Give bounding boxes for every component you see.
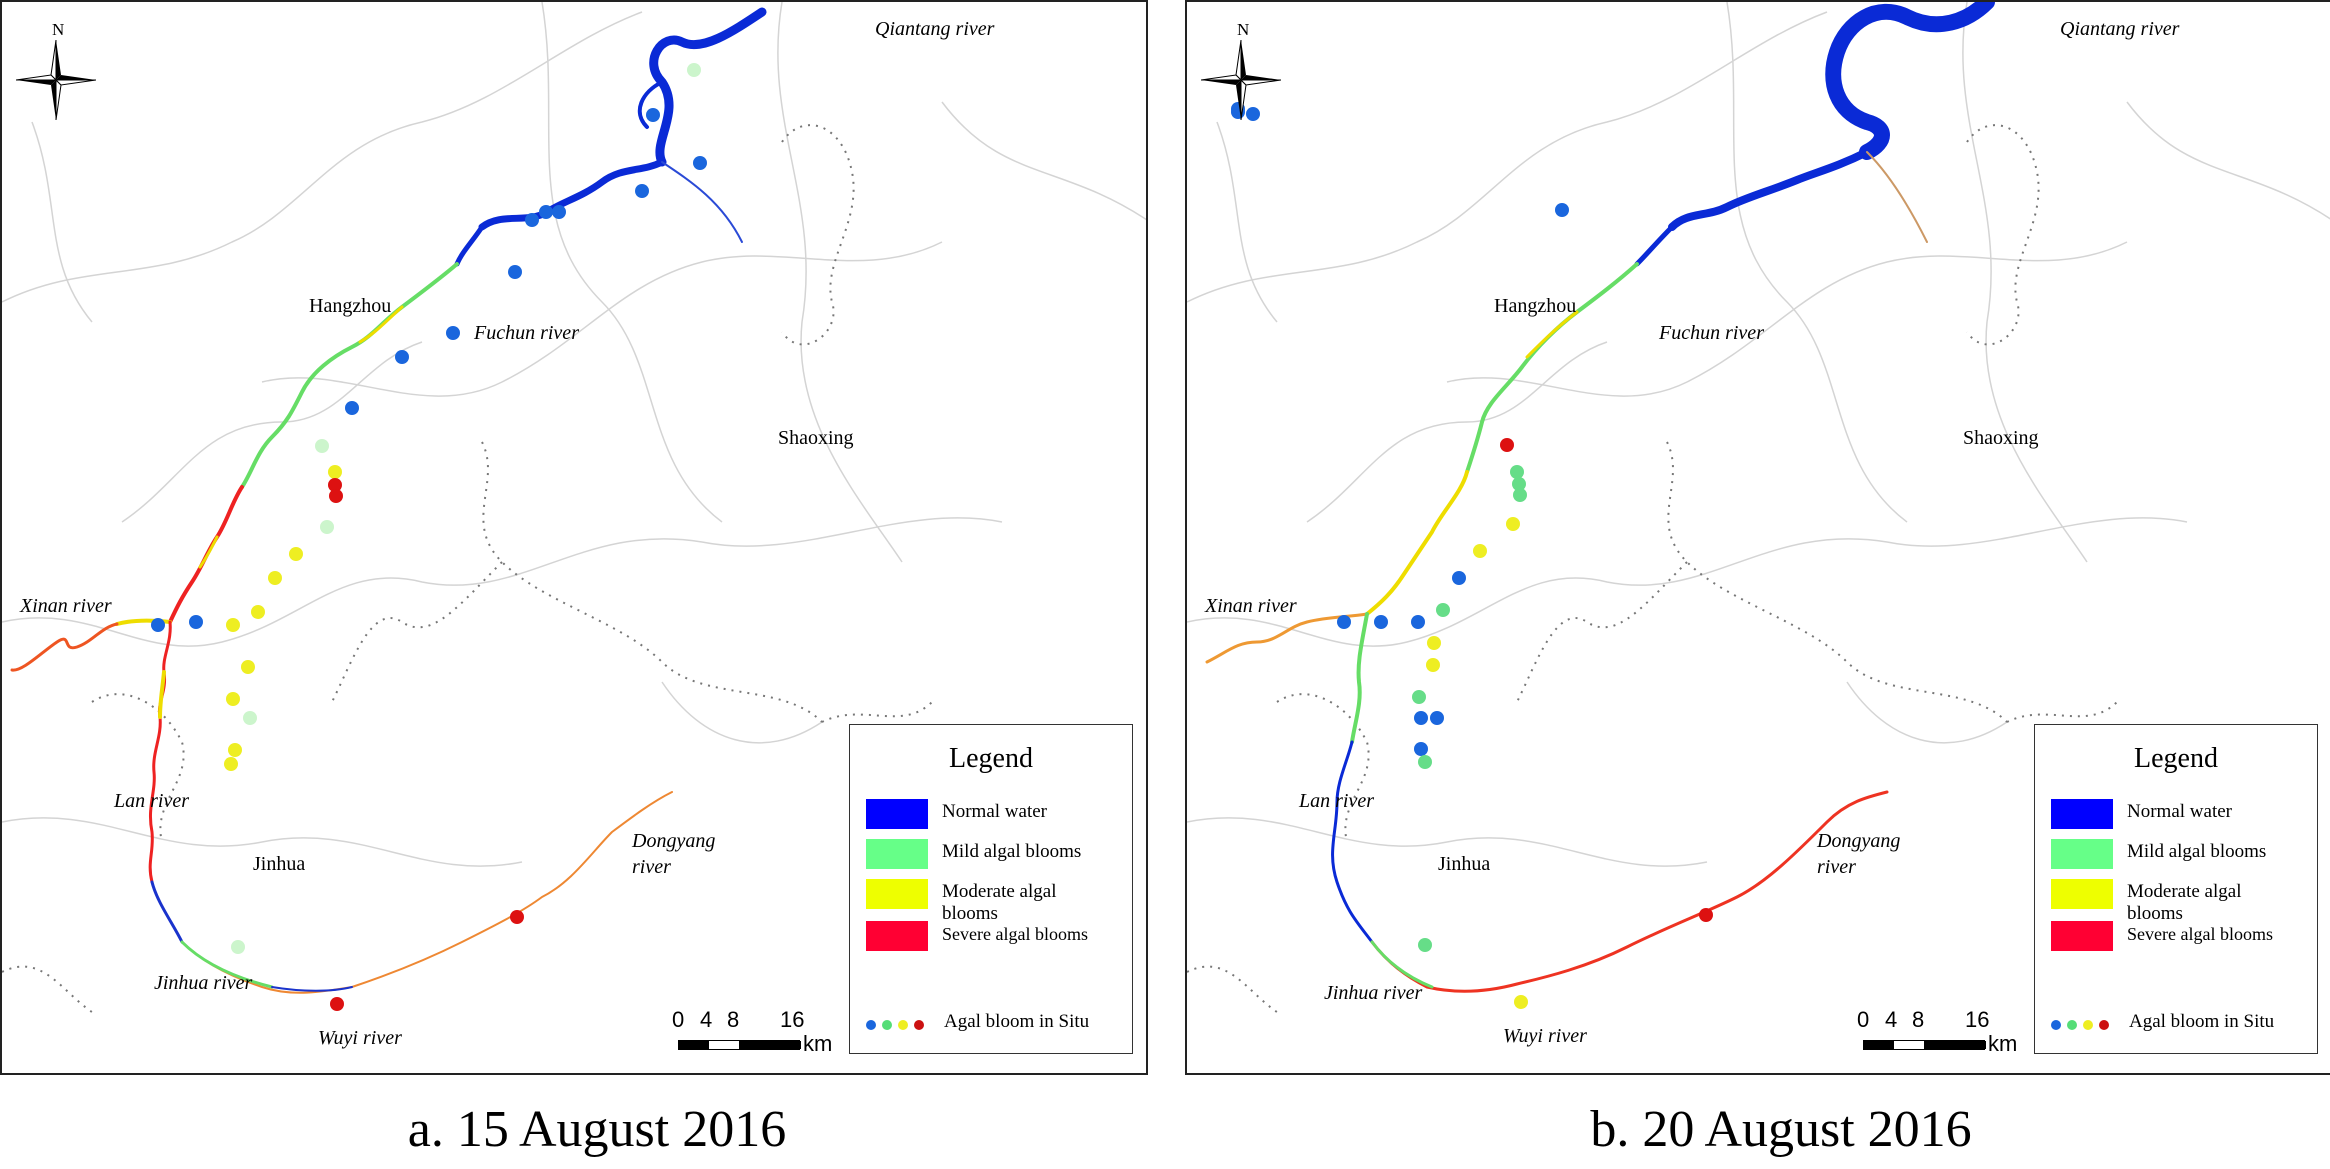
province-boundaries bbox=[2, 124, 933, 1013]
rivers-a bbox=[10, 7, 767, 994]
label-lan-river: Lan river bbox=[114, 790, 189, 812]
scale-tick-0: 0 bbox=[1857, 1007, 1870, 1032]
legend-label-severe: Severe algal blooms bbox=[942, 924, 1088, 944]
label-wuyi-river: Wuyi river bbox=[1503, 1025, 1587, 1047]
scale-unit: km bbox=[1988, 1031, 2018, 1056]
label-shaoxing: Shaoxing bbox=[1963, 427, 2039, 449]
scale-tick-8: 8 bbox=[727, 1007, 740, 1032]
legend-swatch-severe bbox=[2051, 921, 2113, 951]
north-arrow: N bbox=[1201, 20, 1291, 130]
map-canvas-b bbox=[1187, 2, 2330, 1013]
scale-bar: 0 4 8 16 km bbox=[1857, 1007, 2037, 1062]
legend-swatch-moderate bbox=[866, 879, 928, 909]
legend-swatch-normal bbox=[866, 799, 928, 829]
legend-item-moderate: Moderate algal blooms bbox=[2051, 879, 2311, 924]
legend-label-mild: Mild algal blooms bbox=[2127, 841, 2267, 862]
label-fuchun-river: Fuchun river bbox=[474, 322, 579, 344]
legend-label-moderate: Moderate algal blooms bbox=[2127, 881, 2242, 924]
legend-swatch-mild bbox=[2051, 839, 2113, 869]
legend: Legend Normal water Mild algal blooms Mo… bbox=[2034, 724, 2318, 1054]
legend-item-normal: Normal water bbox=[866, 799, 1126, 831]
legend-label-normal: Normal water bbox=[942, 801, 1047, 822]
legend-situ-label: Agal bloom in Situ bbox=[944, 1011, 1090, 1032]
label-xinan-river: Xinan river bbox=[1205, 595, 1297, 617]
scale-bar: 0 4 8 16 km bbox=[672, 1007, 852, 1062]
scale-tick-8: 8 bbox=[1912, 1007, 1925, 1032]
label-dongyang-river: Dongyang river bbox=[632, 830, 716, 878]
label-qiantang-river: Qiantang river bbox=[875, 18, 995, 40]
scale-tick-4: 4 bbox=[1885, 1007, 1898, 1032]
scale-bar-graphic bbox=[1863, 1040, 1986, 1050]
label-jinhua-river: Jinhua river bbox=[1324, 982, 1423, 1004]
legend-situ: Agal bloom in Situ bbox=[866, 1011, 1126, 1041]
legend-swatch-normal bbox=[2051, 799, 2113, 829]
legend-swatch-moderate bbox=[2051, 879, 2113, 909]
scale-tick-16: 16 bbox=[1965, 1007, 1990, 1032]
situ-sites-b bbox=[1246, 107, 1713, 1009]
legend-label-severe: Severe algal blooms bbox=[2127, 924, 2273, 944]
legend-item-mild: Mild algal blooms bbox=[866, 839, 1126, 871]
legend-situ-label: Agal bloom in Situ bbox=[2129, 1011, 2275, 1032]
label-jinhua: Jinhua bbox=[253, 853, 306, 875]
scale-tick-4: 4 bbox=[700, 1007, 713, 1032]
compass-icon bbox=[1201, 40, 1281, 120]
label-xinan-river: Xinan river bbox=[20, 595, 112, 617]
scale-tick-16: 16 bbox=[780, 1007, 805, 1032]
label-jinhua-river: Jinhua river bbox=[154, 972, 253, 994]
sites-a bbox=[151, 63, 707, 1011]
legend-swatch-severe bbox=[866, 921, 928, 951]
rivers-b bbox=[1205, 2, 1995, 993]
compass-icon bbox=[16, 40, 96, 120]
admin-boundaries bbox=[2, 2, 1146, 867]
scale-tick-0: 0 bbox=[672, 1007, 685, 1032]
north-letter: N bbox=[52, 20, 65, 39]
caption-panel-a: a. 15 August 2016 bbox=[407, 1101, 787, 1158]
label-jinhua: Jinhua bbox=[1438, 853, 1491, 875]
legend-item-severe: Severe algal blooms bbox=[866, 921, 1126, 953]
legend-item-mild: Mild algal blooms bbox=[2051, 839, 2311, 871]
map-canvas-a bbox=[2, 2, 1146, 1013]
label-shaoxing: Shaoxing bbox=[778, 427, 854, 449]
label-fuchun-river: Fuchun river bbox=[1659, 322, 1764, 344]
legend-label-mild: Mild algal blooms bbox=[942, 841, 1082, 862]
legend-situ: Agal bloom in Situ bbox=[2051, 1011, 2311, 1041]
caption-panel-b: b. 20 August 2016 bbox=[1590, 1101, 1972, 1158]
label-qiantang-river: Qiantang river bbox=[2060, 18, 2180, 40]
legend: Legend Normal water Mild algal blooms Mo… bbox=[849, 724, 1133, 1054]
scale-unit: km bbox=[803, 1031, 833, 1056]
admin-boundaries bbox=[1187, 2, 2330, 867]
label-dongyang-river: Dongyang river bbox=[1817, 830, 1901, 878]
legend-title: Legend bbox=[2134, 743, 2218, 774]
scale-bar-graphic bbox=[678, 1040, 801, 1050]
map-panel-b: N Qiantang river Hangzhou Fuchun river S… bbox=[1185, 0, 2330, 1075]
north-letter: N bbox=[1237, 20, 1250, 39]
legend-item-normal: Normal water bbox=[2051, 799, 2311, 831]
province-boundaries bbox=[1187, 124, 2118, 1013]
legend-swatch-mild bbox=[866, 839, 928, 869]
legend-item-severe: Severe algal blooms bbox=[2051, 921, 2311, 953]
legend-label-normal: Normal water bbox=[2127, 801, 2232, 822]
legend-label-moderate: Moderate algal blooms bbox=[942, 881, 1057, 924]
legend-item-moderate: Moderate algal blooms bbox=[866, 879, 1126, 924]
label-hangzhou: Hangzhou bbox=[1494, 295, 1577, 317]
label-hangzhou: Hangzhou bbox=[309, 295, 392, 317]
legend-title: Legend bbox=[949, 743, 1033, 774]
label-wuyi-river: Wuyi river bbox=[318, 1027, 402, 1049]
map-panel-a: N Qiantang river Hangzhou Fuchun river S… bbox=[0, 0, 1148, 1075]
north-arrow: N bbox=[16, 20, 106, 130]
label-lan-river: Lan river bbox=[1299, 790, 1374, 812]
